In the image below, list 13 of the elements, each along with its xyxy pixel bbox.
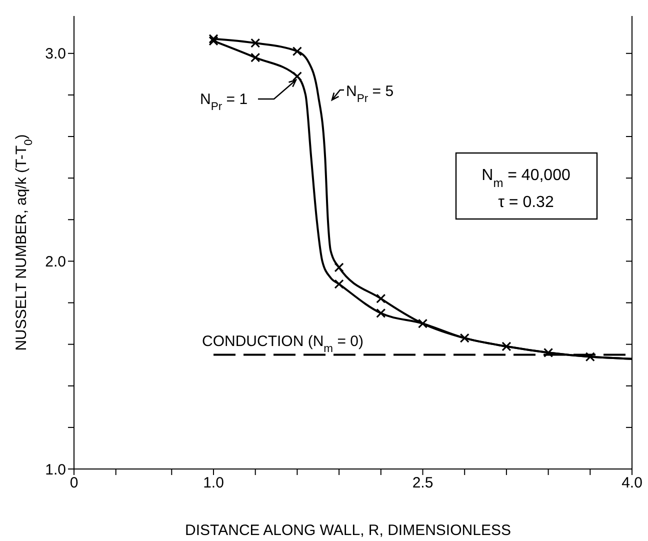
x-tick-label: 1.0 [203,474,224,492]
y-tick-label: 1.0 [45,461,66,478]
annotation: τ = 0.32 [498,194,554,211]
legend-label: N$_{Pr}$ = 5 [346,83,394,105]
y-tick-label: 2.0 [45,254,66,271]
text: N$_{Pr}$ = 1 [200,91,248,113]
annotation: N$_{m}$ = 40,000 [482,167,570,190]
x-tick-label: 2.5 [412,474,434,492]
series-label: CONDUCTION (N$_{m}$ = 0) [202,333,364,355]
x-axis-title: DISTANCE ALONG WALL, R, DIMENSIONLESS [185,522,511,539]
x-tick-label: 0 [70,474,78,492]
x-tick-label: 4.0 [622,474,642,492]
y-tick-label: 3.0 [45,46,66,63]
